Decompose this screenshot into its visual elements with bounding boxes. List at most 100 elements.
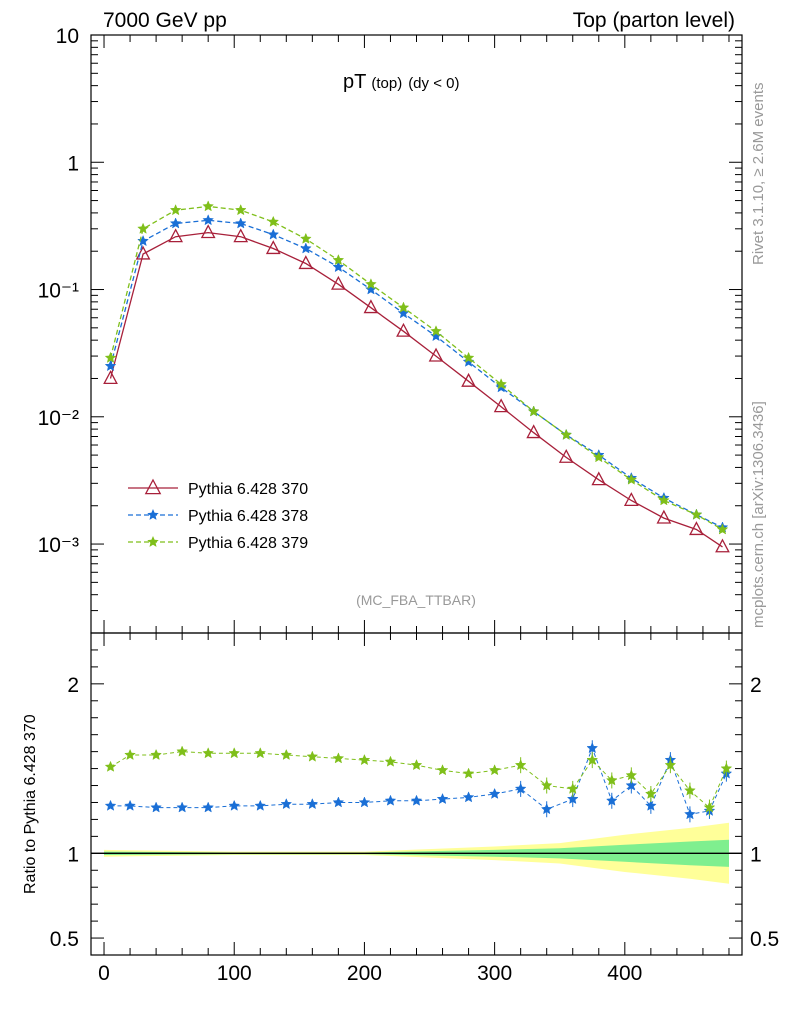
series-point: [428, 347, 444, 362]
main-ytick-label: 10⁻³: [38, 534, 79, 557]
series-point: [365, 278, 377, 290]
ratio-xtick-label: 0: [98, 962, 110, 985]
series-line-2: [109, 205, 723, 531]
ratio-point: [436, 792, 449, 805]
ratio-point: [605, 774, 618, 786]
ratio-point: [280, 798, 293, 810]
main-title-main: pT: [343, 71, 366, 93]
series-point: [716, 523, 729, 535]
series-point: [168, 228, 184, 243]
series-point: [527, 405, 540, 417]
ratio-point: [384, 755, 397, 767]
series-point: [560, 428, 573, 440]
ratio-plot-panel: Ratio to Pythia 6.428 370 0.5 0.5 1 1 2 2 0 100…: [22, 632, 779, 985]
legend-marker: [147, 536, 159, 547]
series-point: [265, 240, 281, 255]
ratio-point: [306, 750, 319, 762]
analysis-tag: (MC_FBA_TTBAR): [356, 592, 476, 608]
header-right: Top (parton level): [573, 9, 735, 32]
series-point: [690, 508, 703, 520]
ratio-point: [358, 753, 371, 766]
series-point: [202, 214, 215, 226]
ratio-ytick-label-left: 0.5: [50, 928, 79, 951]
rivet-label: Rivet 3.1.10, ≥ 2.6M events: [750, 83, 767, 266]
ratio-point: [254, 747, 267, 759]
legend-label: Pythia 6.428 379: [188, 535, 308, 552]
series-point: [104, 351, 117, 363]
ratio-point: [566, 782, 579, 794]
legend-marker: [144, 478, 162, 495]
ratio-ytick-label-right: 0.5: [750, 928, 779, 951]
series-point: [397, 301, 410, 313]
ratio-point: [462, 791, 475, 803]
series-point: [267, 215, 280, 227]
ratio-point: [150, 748, 162, 761]
ratio-point: [358, 796, 371, 808]
series-point: [592, 451, 605, 463]
series-point: [169, 217, 182, 229]
legend-label: Pythia 6.428 370: [188, 481, 308, 498]
series-point: [331, 275, 346, 290]
main-plot-panel: pT (top) (dy < 0) (MC_FBA_TTBAR) 1 10 10⁻¹ 10…: [38, 25, 743, 634]
series-point: [461, 372, 476, 387]
series-point: [202, 200, 215, 212]
series-point: [591, 471, 607, 486]
ratio-series-line-0: [110, 746, 727, 815]
series-point: [526, 424, 542, 439]
series-point: [103, 370, 118, 385]
ratio-point: [254, 799, 267, 811]
ratio-series-layer: [104, 740, 733, 823]
ratio-point: [228, 799, 241, 811]
series-point: [558, 448, 574, 463]
series-point: [656, 509, 672, 524]
series-point: [623, 492, 639, 507]
series-point: [397, 307, 410, 319]
ratio-point: [644, 799, 657, 811]
ratio-point: [280, 748, 293, 761]
series-point: [267, 228, 280, 240]
ratio-ytick-label-right: 1: [750, 843, 762, 866]
ratio-point: [124, 799, 136, 811]
main-title: pT (top) (dy < 0): [343, 71, 459, 93]
ratio-point: [703, 801, 716, 813]
series-point: [430, 325, 442, 337]
main-title-sub: (top): [371, 75, 402, 92]
series-point: [332, 260, 345, 273]
legend: Pythia 6.428 370 Pythia 6.428 378 Pythia 6…: [128, 478, 308, 552]
ratio-xtick-label: 100: [217, 962, 252, 985]
series-point: [657, 494, 670, 506]
ratio-point: [488, 787, 501, 799]
ratio-point: [202, 801, 215, 813]
series-point: [137, 234, 149, 247]
legend-label: Pythia 6.428 378: [188, 508, 308, 525]
header-left: 7000 GeV pp: [103, 9, 227, 32]
series-point: [495, 378, 508, 390]
main-ytick-label: 1: [67, 152, 79, 175]
main-series-layer: [103, 200, 730, 553]
series-point: [715, 538, 730, 553]
series-point: [200, 224, 216, 239]
ratio-point: [514, 759, 527, 771]
series-point: [625, 473, 638, 485]
series-point: [169, 204, 182, 216]
series-point: [396, 322, 411, 337]
ratio-xtick-label: 400: [607, 962, 642, 985]
ratio-point: [410, 759, 423, 771]
series-point: [137, 222, 149, 234]
ratio-point: [176, 801, 189, 813]
ratio-point: [410, 794, 423, 806]
ratio-ytick-label-left: 1: [67, 843, 79, 866]
legend-marker: [147, 509, 159, 520]
mcplots-label: mcplots.cern.ch [arXiv:1306.3436]: [750, 401, 767, 628]
series-point: [298, 255, 314, 270]
series-point: [104, 359, 117, 372]
series-point: [234, 217, 247, 229]
ratio-ylabel: Ratio to Pythia 6.428 370: [22, 714, 39, 894]
series-line-1: [109, 219, 723, 529]
ratio-point: [332, 796, 345, 808]
series-point: [299, 232, 312, 244]
ratio-point: [306, 798, 319, 810]
ratio-ytick-label-right: 2: [750, 674, 762, 697]
ratio-point: [462, 767, 475, 779]
main-axis-ticks: 1 10 10⁻¹ 10⁻² 10⁻³: [38, 25, 742, 634]
